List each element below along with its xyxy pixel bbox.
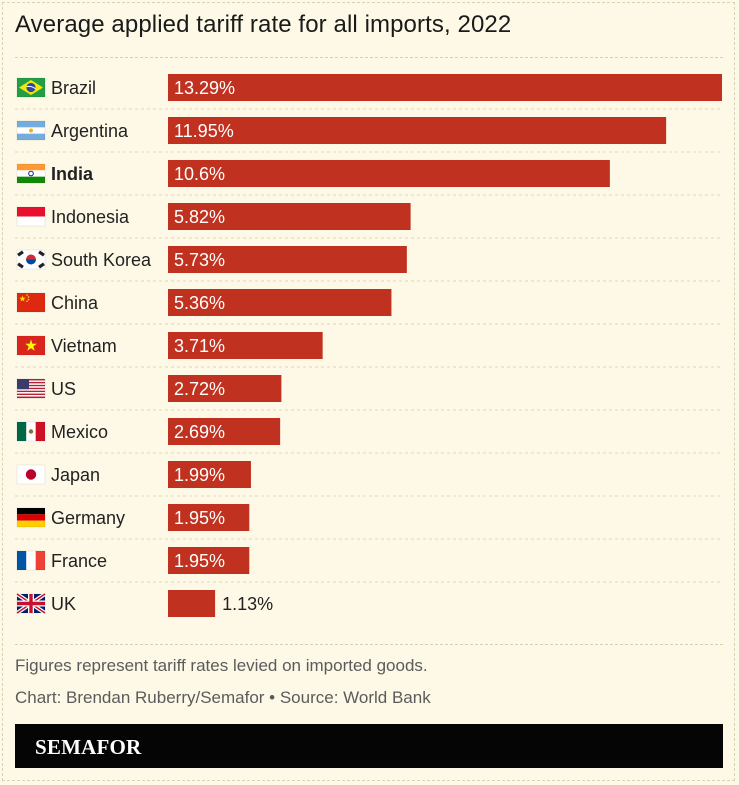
bar-south-korea [168, 246, 407, 273]
category-label-brazil: Brazil [51, 78, 96, 98]
bar-us [168, 375, 282, 402]
value-label-indonesia: 5.82% [174, 207, 225, 227]
value-label-china: 5.36% [174, 293, 225, 313]
bar-argentina [168, 117, 667, 144]
value-label-brazil: 13.29% [174, 78, 235, 98]
bar-germany [168, 504, 250, 531]
semafor-logo[interactable]: SEMAFOR [35, 735, 142, 759]
mexico-flag-icon [16, 421, 46, 442]
value-label-japan: 1.99% [174, 465, 225, 485]
value-label-argentina: 11.95% [174, 121, 234, 141]
value-label-us: 2.72% [174, 379, 225, 399]
india-flag-icon [16, 163, 46, 184]
category-label-south-korea: South Korea [51, 250, 152, 270]
category-label-indonesia: Indonesia [51, 207, 130, 227]
bar-china [168, 289, 392, 316]
vietnam-flag-icon [16, 335, 46, 356]
value-label-uk: 1.13% [222, 594, 273, 614]
category-label-mexico: Mexico [51, 422, 108, 442]
bar-uk [168, 590, 216, 617]
bar-chart: Brazil 13.29% Argentina 11.95% India 10.6% Ind… [15, 74, 723, 617]
indonesia-flag-icon [16, 206, 46, 227]
value-label-vietnam: 3.71% [174, 336, 225, 356]
bar-france [168, 547, 250, 574]
uk-flag-icon [15, 592, 47, 615]
bar-japan [168, 461, 251, 488]
category-label-france: France [51, 551, 107, 571]
value-label-germany: 1.95% [174, 508, 225, 528]
brand-bar: SEMAFOR [15, 724, 723, 768]
value-label-mexico: 2.69% [174, 422, 225, 442]
germany-flag-icon [16, 507, 46, 528]
bar-india [168, 160, 610, 187]
category-label-china: China [51, 293, 99, 313]
category-label-india: India [51, 164, 94, 184]
argentina-flag-icon [16, 120, 46, 141]
category-label-japan: Japan [51, 465, 100, 485]
chart-note: Figures represent tariff rates levied on… [15, 656, 428, 675]
bar-vietnam [168, 332, 323, 359]
chart-credit: Chart: Brendan Ruberry/Semafor • Source:… [15, 688, 431, 707]
category-label-uk: UK [51, 594, 76, 614]
brazil-flag-icon [16, 77, 46, 98]
bar-indonesia [168, 203, 411, 230]
value-label-south-korea: 5.73% [174, 250, 225, 270]
bar-mexico [168, 418, 281, 445]
bar-brazil [168, 74, 722, 101]
france-flag-icon [16, 550, 46, 571]
category-label-vietnam: Vietnam [51, 336, 117, 356]
category-label-argentina: Argentina [51, 121, 129, 141]
value-label-france: 1.95% [174, 551, 225, 571]
us-flag-icon [16, 378, 46, 399]
chart-title: Average applied tariff rate for all impo… [15, 11, 512, 38]
south-korea-flag-icon [16, 249, 46, 270]
value-label-india: 10.6% [174, 164, 225, 184]
chart-divider [15, 644, 723, 645]
category-label-germany: Germany [51, 508, 125, 528]
japan-flag-icon [16, 464, 46, 485]
china-flag-icon [16, 292, 46, 313]
category-label-us: US [51, 379, 76, 399]
title-divider [15, 57, 723, 58]
